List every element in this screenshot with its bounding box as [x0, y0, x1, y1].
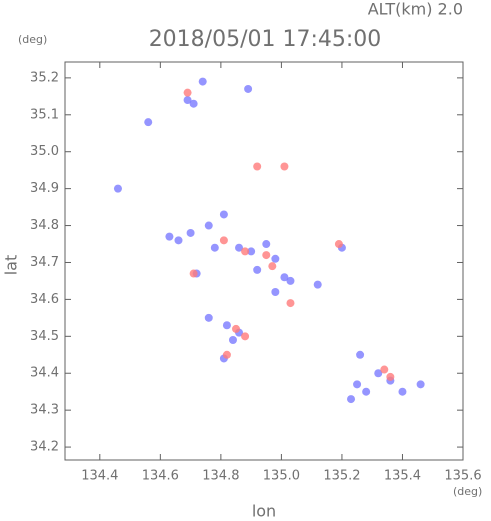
echo-point — [183, 88, 192, 97]
echo-point — [253, 162, 262, 171]
y-tick-label: 34.6 — [30, 292, 59, 307]
x-axis-label: lon — [252, 502, 276, 521]
echo-point — [144, 118, 153, 127]
y-tick-label: 34.2 — [30, 440, 59, 455]
y-tick-label: 35.1 — [30, 107, 59, 122]
echo-point — [204, 313, 213, 322]
echo-point — [165, 232, 174, 241]
x-tick-label: 135.6 — [444, 469, 481, 484]
y-unit: (deg) — [18, 33, 47, 46]
echo-point — [247, 247, 256, 256]
echo-point — [353, 380, 362, 389]
echo-point — [262, 240, 271, 249]
echo-point — [222, 321, 231, 330]
echo-point — [219, 210, 228, 219]
y-tick-label: 34.5 — [30, 329, 59, 344]
altitude-label: ALT(km) 2.0 — [368, 0, 463, 19]
echo-point — [286, 299, 295, 308]
echo-point — [347, 395, 356, 404]
x-tick-label: 134.4 — [81, 469, 118, 484]
echo-point — [183, 96, 192, 105]
echo-point — [210, 243, 219, 252]
echo-point — [244, 84, 253, 93]
y-tick-label: 34.8 — [30, 218, 59, 233]
echo-point — [286, 276, 295, 285]
echo-point — [189, 269, 198, 278]
echo-point — [228, 336, 237, 345]
echo-point — [241, 332, 250, 341]
echo-point — [189, 99, 198, 108]
echo-point — [241, 247, 250, 256]
echo-point — [334, 240, 343, 249]
echo-point — [380, 365, 389, 374]
x-unit: (deg) — [453, 485, 482, 498]
echo-point — [271, 254, 280, 263]
echo-point — [174, 236, 183, 245]
echo-point — [198, 77, 207, 86]
y-tick-label: 34.3 — [30, 403, 59, 418]
echo-point — [398, 387, 407, 396]
x-tick-label: 135.4 — [384, 469, 421, 484]
echo-point — [222, 350, 231, 359]
x-tick-label: 134.8 — [202, 469, 239, 484]
echo-point — [253, 265, 262, 274]
y-tick-label: 34.7 — [30, 255, 59, 270]
echo-point — [268, 262, 277, 271]
echo-point — [235, 243, 244, 252]
echo-point — [232, 324, 241, 333]
y-tick-label: 34.9 — [30, 181, 59, 196]
y-tick-label: 35.2 — [30, 70, 59, 85]
y-tick-label: 34.4 — [30, 366, 59, 381]
echo-point — [356, 350, 365, 359]
y-axis-label: lat — [2, 255, 21, 276]
echo-point — [362, 387, 371, 396]
echo-point — [313, 280, 322, 289]
x-tick-label: 135.2 — [323, 469, 360, 484]
echo-point — [262, 251, 271, 260]
echo-point — [280, 273, 289, 282]
plot-frame — [64, 61, 464, 461]
y-tick-label: 35.0 — [30, 144, 59, 159]
chart-title: 2018/05/01 17:45:00 — [149, 27, 382, 52]
echo-point — [374, 369, 383, 378]
echo-point — [186, 228, 195, 237]
echo-point — [204, 221, 213, 230]
echo-point — [219, 236, 228, 245]
echo-point — [280, 162, 289, 171]
echo-point — [416, 380, 425, 389]
echo-point — [386, 372, 395, 381]
x-tick-label: 135.0 — [263, 469, 300, 484]
echo-point — [271, 288, 280, 297]
x-tick-label: 134.6 — [142, 469, 179, 484]
echo-point — [113, 184, 122, 193]
